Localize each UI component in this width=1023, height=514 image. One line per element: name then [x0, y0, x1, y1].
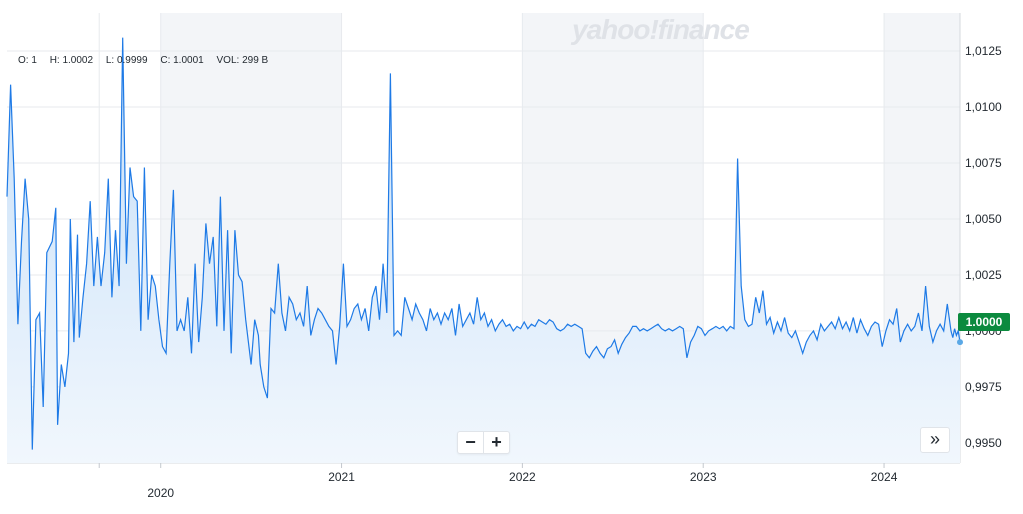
x-tick-label: 2022: [509, 470, 536, 484]
y-tick-label: 1,0050: [965, 212, 1002, 226]
price-line: [6, 37, 961, 450]
expand-chart-button[interactable]: »: [920, 427, 950, 453]
zoom-controls: − +: [457, 431, 510, 454]
open-value: O: 1: [18, 55, 37, 66]
price-area: [7, 37, 960, 463]
y-tick-label: 1,0075: [965, 156, 1002, 170]
current-price-badge: 1.0000: [958, 313, 1010, 331]
ohlc-readout: O: 1 H: 1.0002 L: 0.9999 C: 1.0001 VOL: …: [18, 55, 278, 66]
close-value: C: 1.0001: [160, 55, 204, 66]
zoom-in-button[interactable]: +: [491, 432, 502, 452]
yahoo-finance-logo: yahoo!finance: [572, 14, 750, 45]
x-tick-label: 2023: [690, 470, 717, 484]
x-tick-label: 2021: [328, 470, 355, 484]
x-tick-label: 2024: [871, 470, 898, 484]
y-axis: 0,99500,99751,00001,00251,00501,00751,01…: [965, 44, 1002, 450]
y-tick-label: 0,9975: [965, 380, 1002, 394]
y-tick-label: 1,0125: [965, 44, 1002, 58]
zoom-out-button[interactable]: −: [458, 432, 484, 453]
last-price-dot: [957, 339, 963, 346]
volume-value: VOL: 299 B: [216, 55, 269, 66]
y-tick-label: 1,0025: [965, 268, 1002, 282]
y-tick-label: 0,9950: [965, 436, 1002, 450]
y-tick-label: 1,0100: [965, 100, 1002, 114]
x-axis: 2020 2021 2022 2023 2024: [98, 463, 898, 500]
x-tick-label: 2020: [147, 486, 174, 500]
low-value: L: 0.9999: [105, 55, 148, 66]
high-value: H: 1.0002: [49, 55, 94, 66]
